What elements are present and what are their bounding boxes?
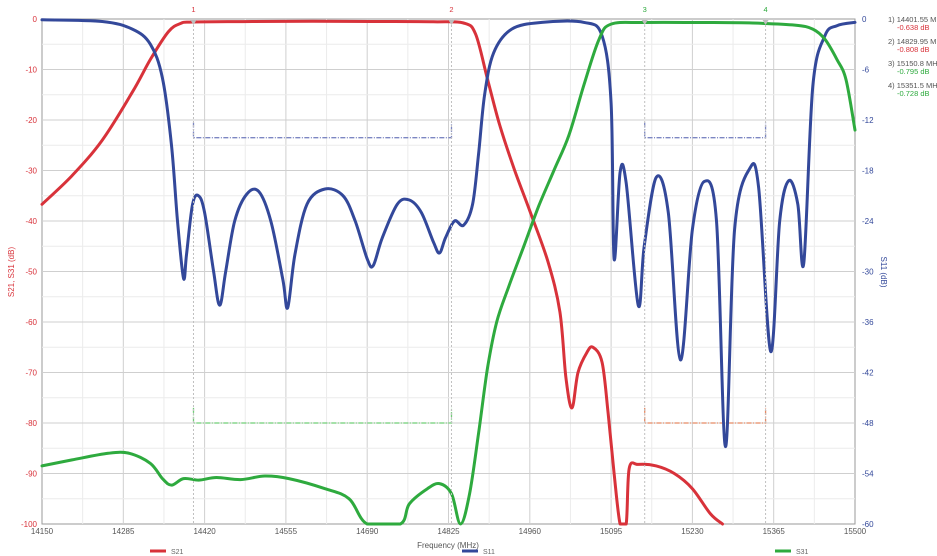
x-tick-label: 14690: [356, 527, 379, 536]
y-tick-label-left: -100: [21, 520, 38, 529]
series-line-s21: [40, 19, 724, 526]
x-tick-label: 14150: [31, 527, 54, 536]
y-tick-label-left: -60: [25, 318, 37, 327]
y-tick-label-right: -18: [862, 167, 874, 176]
y-tick-label-right: -42: [862, 369, 874, 378]
x-tick-label: 14285: [112, 527, 135, 536]
mask-line: [192, 407, 453, 424]
x-tick-label: 14825: [437, 527, 460, 536]
marker-label: 4: [763, 5, 767, 14]
y-tick-label-right: -30: [862, 268, 874, 277]
y-tick-label-right: -6: [862, 66, 870, 75]
y-tick-label-left: -90: [25, 470, 37, 479]
y-tick-label-left: -40: [25, 217, 37, 226]
legend-label: S21: [171, 549, 184, 556]
readout-value: -0.638 dB: [897, 23, 930, 32]
markers: 1 2 3 4: [190, 5, 769, 524]
readout-frequency: 2) 14829.95 MHz: [888, 37, 937, 46]
readout-value: -0.795 dB: [897, 67, 930, 76]
marker-triangle: [641, 20, 648, 25]
y-tick-label-right: -60: [862, 520, 874, 529]
series-lines: [40, 18, 857, 526]
marker-label: 3: [643, 5, 647, 14]
y-tick-label-left: -50: [25, 268, 37, 277]
marker-triangle: [762, 20, 769, 25]
y-tick-label-right: -36: [862, 318, 874, 327]
series-line-s31: [40, 20, 857, 526]
y-tick-label-left: 0: [33, 15, 38, 24]
readout-value: -0.808 dB: [897, 45, 930, 54]
legend-label: S11: [483, 549, 495, 556]
readout-frequency: 1) 14401.55 MHz: [888, 15, 937, 24]
readout-frequency: 3) 15150.8 MHz: [888, 59, 937, 68]
y-axis-title-left: S21, S31 (dB): [7, 247, 16, 298]
marker-readout: 1) 14401.55 MHz-0.638 dB2) 14829.95 MHz-…: [888, 15, 937, 98]
marker-triangle: [190, 20, 197, 25]
marker-triangle: [448, 20, 455, 25]
series-line-s11: [40, 18, 857, 449]
readout-frequency: 4) 15351.5 MHz: [888, 81, 937, 90]
y-tick-label-right: -24: [862, 217, 874, 226]
y-tick-label-right: -54: [862, 470, 874, 479]
y-tick-label-left: -70: [25, 369, 37, 378]
y-axis-title-right: S11 (dB): [879, 257, 888, 288]
y-tick-label-right: -48: [862, 419, 874, 428]
marker-label: 2: [449, 5, 453, 14]
mask-line: [644, 122, 767, 139]
legend-label: S31: [796, 549, 809, 556]
y-tick-label-left: -80: [25, 419, 37, 428]
y-tick-label-left: -10: [25, 66, 37, 75]
x-tick-label: 14420: [193, 527, 216, 536]
x-tick-label: 15095: [600, 527, 623, 536]
x-tick-label: 14960: [519, 527, 542, 536]
y-tick-label-left: -20: [25, 116, 37, 125]
x-tick-label: 14555: [275, 527, 298, 536]
marker-label: 1: [191, 5, 195, 14]
y-tick-label-right: -12: [862, 116, 874, 125]
y-tick-label-right: 0: [862, 15, 867, 24]
legend: S21 S11 S31: [150, 549, 809, 556]
x-tick-label: 15500: [844, 527, 867, 536]
x-axis-title: Frequency (MHz): [417, 541, 479, 550]
tick-labels: 14150 14285 14420 14555 14690 14825 14960 15095…: [21, 15, 874, 536]
mask-line: [644, 407, 767, 424]
x-tick-label: 15365: [763, 527, 786, 536]
x-tick-label: 15230: [681, 527, 704, 536]
readout-value: -0.728 dB: [897, 89, 930, 98]
y-tick-label-left: -30: [25, 167, 37, 176]
